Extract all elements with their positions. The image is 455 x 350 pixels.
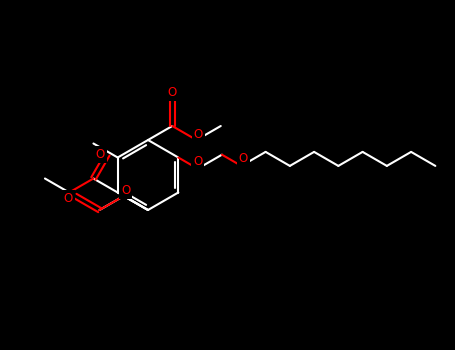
Text: O: O (121, 184, 131, 197)
Text: O: O (64, 191, 73, 204)
Text: O: O (194, 128, 203, 141)
Text: O: O (167, 86, 177, 99)
Text: O: O (193, 155, 202, 168)
Text: O: O (61, 192, 71, 205)
Text: O: O (239, 152, 248, 166)
Text: O: O (96, 148, 105, 161)
